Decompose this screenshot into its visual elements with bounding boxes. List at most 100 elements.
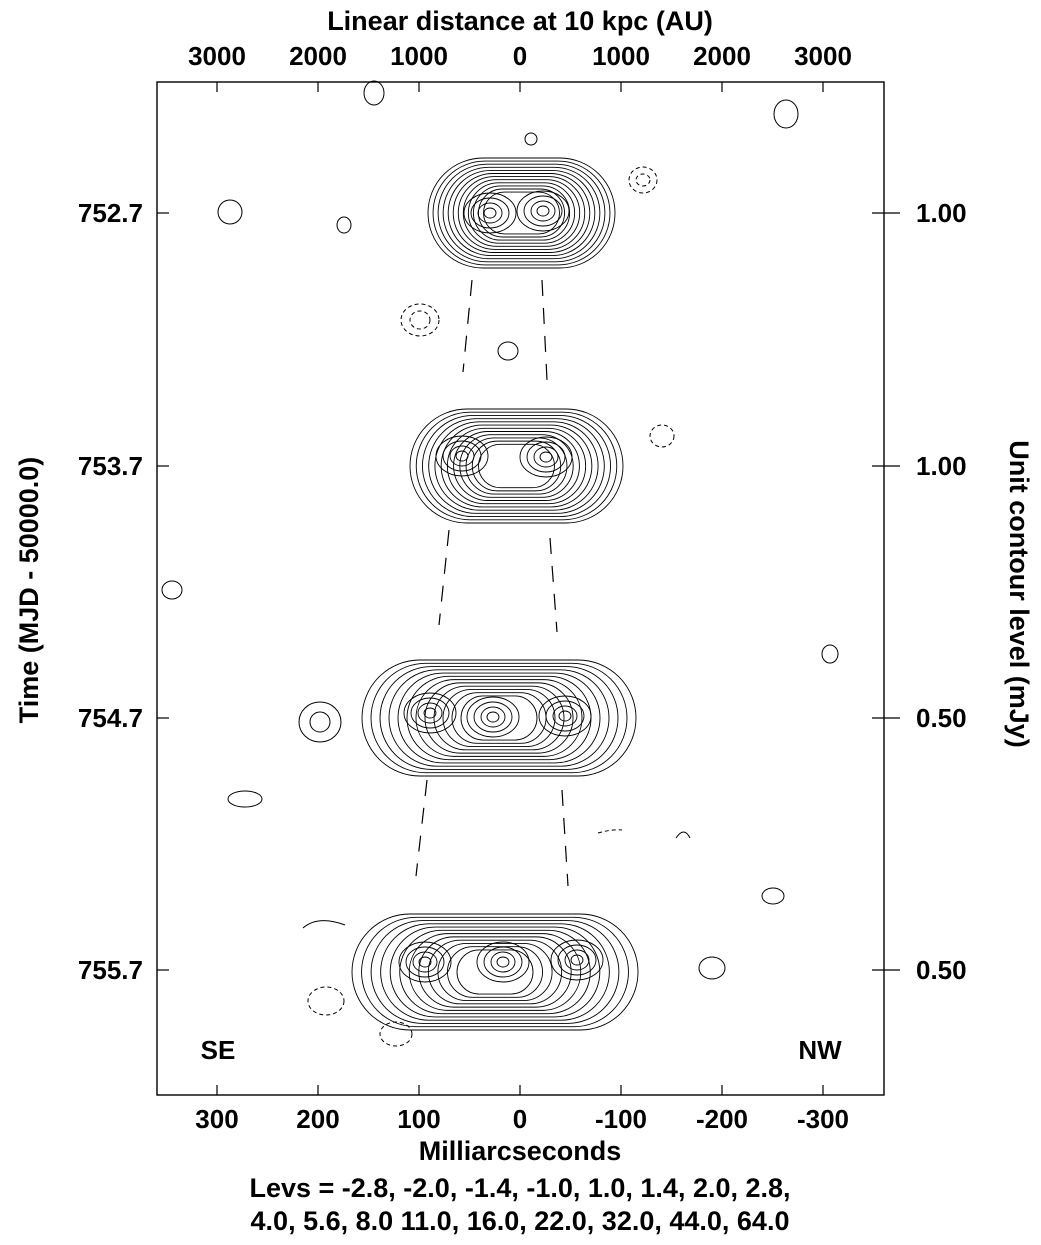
y2-tick-label: 0.50	[916, 703, 967, 733]
core-contour	[463, 192, 517, 234]
noise-contour	[761, 887, 785, 905]
core-contour	[552, 705, 578, 727]
component-2-contours	[519, 436, 573, 478]
envelope-contour	[399, 929, 591, 1015]
levels-caption-line-1: Levs = -2.8, -2.0, -1.4, -1.0, 1.0, 1.4,…	[249, 1173, 790, 1203]
envelope-contour	[447, 169, 596, 257]
core-contour	[550, 939, 604, 981]
envelope-contour	[440, 424, 593, 508]
noise-contour	[298, 701, 342, 743]
core-contour	[417, 702, 443, 724]
epoch-755.7-contours	[351, 913, 639, 1031]
envelope-contour	[351, 913, 639, 1031]
y2-tick-label: 0.50	[916, 955, 967, 985]
negative-noise-contour	[628, 166, 658, 194]
x-tick-label: 100	[397, 1104, 440, 1134]
core-contour	[536, 205, 550, 217]
x2-tick-label: 0	[513, 41, 527, 71]
envelope-contour	[370, 920, 620, 1024]
envelope-contour	[462, 179, 581, 247]
negative-noise-contour	[409, 310, 431, 330]
envelope-contour	[408, 933, 582, 1011]
core-contour	[455, 450, 469, 462]
envelope-contour	[428, 418, 605, 514]
component-1-contours	[435, 435, 489, 477]
x2-tick-label: 3000	[188, 41, 246, 71]
envelope-contour	[432, 160, 611, 266]
envelope-contour	[361, 659, 637, 777]
envelope-contour	[456, 949, 534, 995]
motion-dash-line	[541, 279, 548, 381]
motion-dash-line	[438, 529, 450, 626]
component-1-contours	[463, 192, 517, 234]
x-tick-label: -300	[797, 1104, 849, 1134]
envelope-contour	[442, 166, 601, 260]
core-contour	[486, 711, 500, 723]
core-contour	[477, 202, 503, 224]
envelope-contour	[467, 182, 576, 244]
envelope-contour	[478, 443, 555, 489]
core-contour	[449, 445, 475, 467]
negative-noise-contour	[379, 1021, 413, 1047]
x2-tick-label: 1000	[592, 41, 650, 71]
envelope-contour	[397, 672, 601, 764]
component-2-contours	[466, 696, 520, 738]
core-contour	[470, 197, 510, 229]
envelope-contour	[453, 431, 580, 501]
envelope-contour	[442, 688, 556, 748]
envelope-contour	[389, 926, 601, 1018]
envelope-contour	[434, 421, 599, 511]
core-contour	[473, 701, 513, 733]
envelope-contour	[427, 157, 616, 269]
noise-contour	[821, 644, 839, 664]
core-contour	[564, 949, 590, 971]
x2-tick-label: 1000	[390, 41, 448, 71]
x-tick-label: 0	[513, 1104, 527, 1134]
envelope-contour	[415, 411, 618, 521]
negative-noise-contour	[635, 173, 651, 187]
core-contour	[480, 706, 506, 728]
envelope-contour	[452, 173, 591, 253]
core-contour	[523, 195, 563, 227]
epoch-753.7-contours	[409, 408, 624, 524]
core-contour	[533, 446, 559, 468]
core-contour	[405, 946, 445, 978]
noise-arc	[302, 920, 346, 929]
core-contour	[398, 941, 452, 983]
levels-caption-line-2: 4.0, 5.6, 8.0 11.0, 16.0, 22.0, 32.0, 44…	[251, 1206, 790, 1236]
envelope-contour	[418, 936, 572, 1008]
x-tick-label: 300	[195, 1104, 238, 1134]
noise-contour	[336, 216, 352, 234]
envelope-contour	[424, 682, 574, 754]
envelope-contour	[472, 185, 571, 241]
core-contour	[526, 441, 566, 473]
envelope-contour	[460, 695, 538, 741]
core-contour	[418, 956, 432, 968]
y-tick-label: 753.7	[78, 451, 143, 481]
core-contour	[496, 956, 510, 968]
noise-contour	[524, 132, 538, 146]
component-2-contours	[516, 190, 570, 232]
epoch-754.7-contours	[361, 659, 637, 777]
envelope-contour	[370, 662, 628, 774]
core-contour	[539, 451, 553, 463]
envelope-contour	[415, 679, 583, 757]
component-3-contours	[538, 695, 592, 737]
envelope-contour	[446, 427, 587, 505]
x-tick-label: 200	[296, 1104, 339, 1134]
core-contour	[435, 435, 489, 477]
envelope-contour	[457, 176, 586, 250]
x2-tick-label: 3000	[794, 41, 852, 71]
envelope-contour	[465, 437, 568, 495]
negative-noise-contour	[307, 986, 345, 1016]
core-contour	[530, 200, 556, 222]
y-tick-label: 754.7	[78, 703, 143, 733]
noise-contour	[363, 80, 385, 106]
y2-tick-label: 1.00	[916, 198, 967, 228]
core-contour	[516, 190, 570, 232]
core-contour	[410, 697, 450, 729]
motion-dash-line	[462, 279, 473, 373]
x2-tick-label: 2000	[693, 41, 751, 71]
core-contour	[403, 692, 457, 734]
noise-contour	[217, 199, 243, 225]
